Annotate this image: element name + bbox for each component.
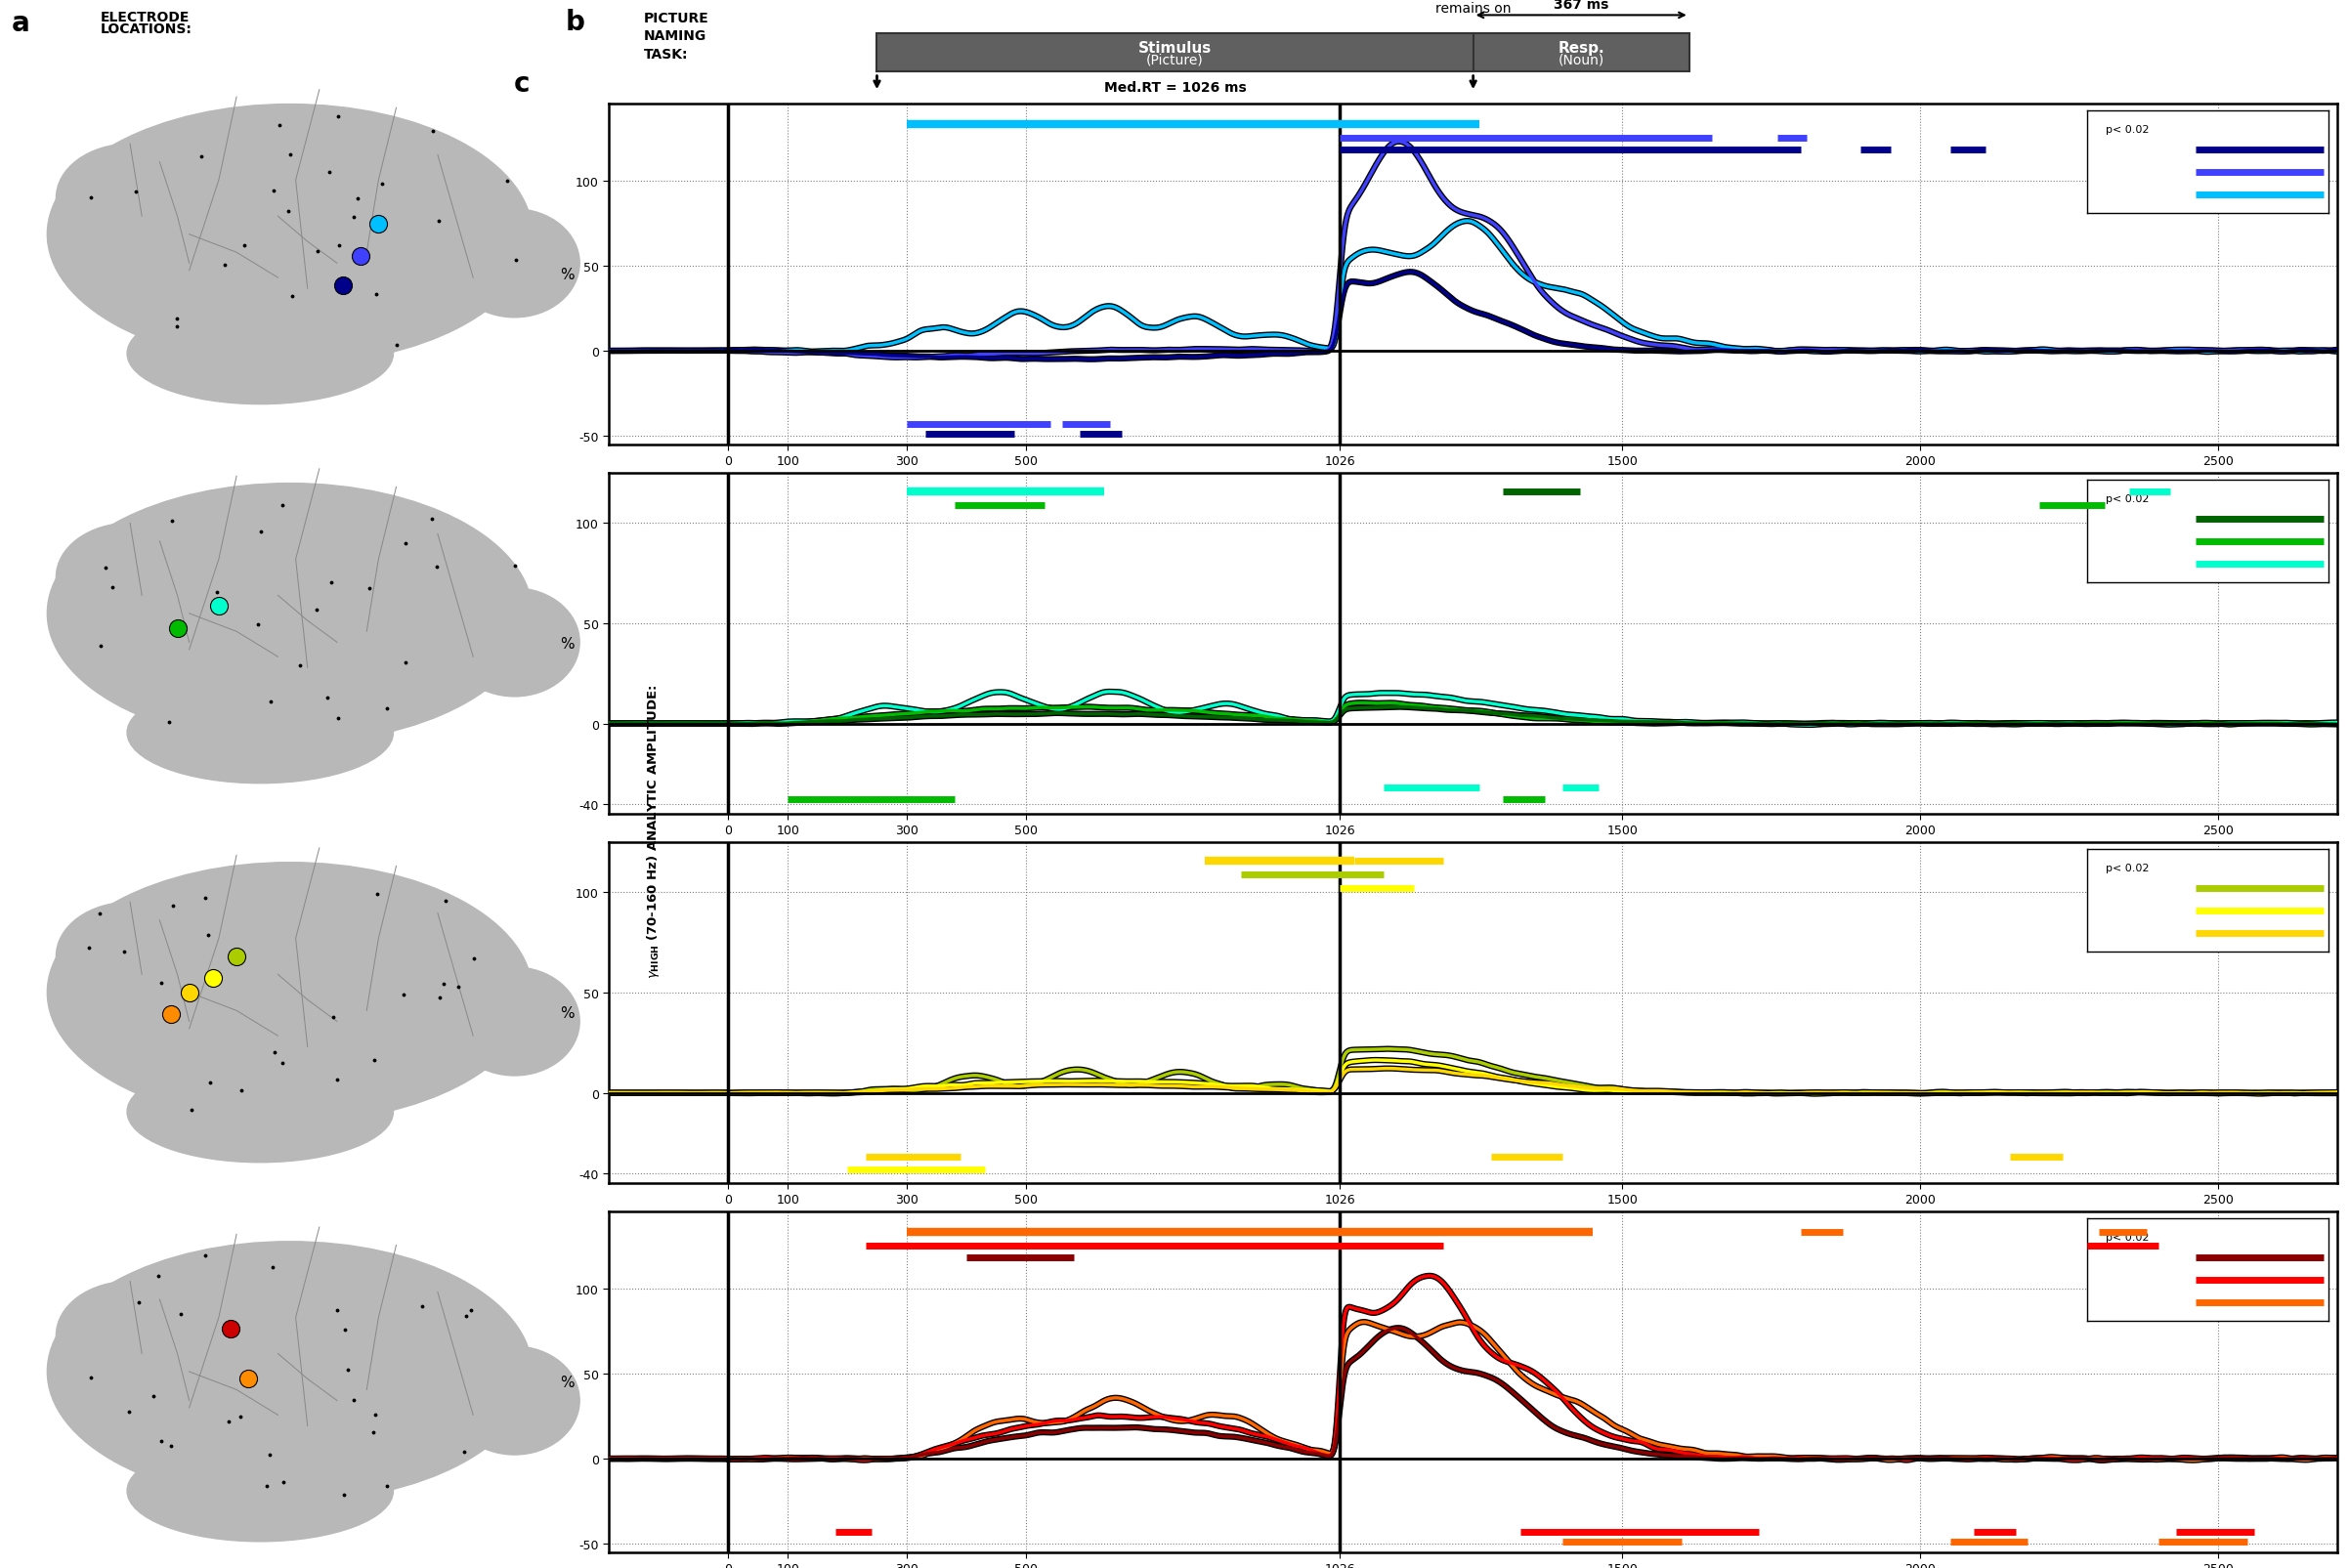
Ellipse shape <box>127 304 392 405</box>
Ellipse shape <box>56 1281 204 1389</box>
Text: Stimulus: Stimulus <box>1139 41 1212 56</box>
Text: $\gamma_\mathregular{HIGH}$ (70-160 Hz) ANALYTIC AMPLITUDE:: $\gamma_\mathregular{HIGH}$ (70-160 Hz) … <box>644 684 662 978</box>
Text: b: b <box>566 9 585 36</box>
Ellipse shape <box>449 1347 580 1455</box>
Ellipse shape <box>47 485 533 743</box>
Ellipse shape <box>449 588 580 698</box>
Text: PICTURE: PICTURE <box>644 11 709 25</box>
Text: remains on: remains on <box>1435 2 1510 16</box>
FancyBboxPatch shape <box>876 34 1473 72</box>
Text: (Noun): (Noun) <box>1557 53 1604 67</box>
Ellipse shape <box>47 862 533 1123</box>
Ellipse shape <box>127 1062 392 1162</box>
Ellipse shape <box>449 210 580 318</box>
Text: a: a <box>12 9 31 36</box>
Text: 367 ms: 367 ms <box>1553 0 1609 11</box>
Y-axis label: %: % <box>561 1375 576 1389</box>
Y-axis label: %: % <box>561 268 576 282</box>
Ellipse shape <box>56 903 204 1011</box>
Ellipse shape <box>47 105 533 365</box>
Text: c: c <box>514 71 531 97</box>
Text: NAMING: NAMING <box>644 30 707 44</box>
FancyBboxPatch shape <box>1473 34 1689 72</box>
Text: LOCATIONS:: LOCATIONS: <box>101 22 193 36</box>
Text: Resp.: Resp. <box>1557 41 1604 56</box>
Ellipse shape <box>56 524 204 632</box>
Ellipse shape <box>127 682 392 784</box>
Ellipse shape <box>127 1441 392 1541</box>
Text: (Picture): (Picture) <box>1146 53 1203 67</box>
Ellipse shape <box>56 144 204 252</box>
Ellipse shape <box>449 967 580 1076</box>
Y-axis label: %: % <box>561 1005 576 1021</box>
Ellipse shape <box>47 1242 533 1502</box>
Text: ELECTRODE: ELECTRODE <box>101 11 190 25</box>
Text: TASK:: TASK: <box>644 49 688 61</box>
Text: Med.RT = 1026 ms: Med.RT = 1026 ms <box>1104 80 1247 94</box>
Y-axis label: %: % <box>561 637 576 651</box>
